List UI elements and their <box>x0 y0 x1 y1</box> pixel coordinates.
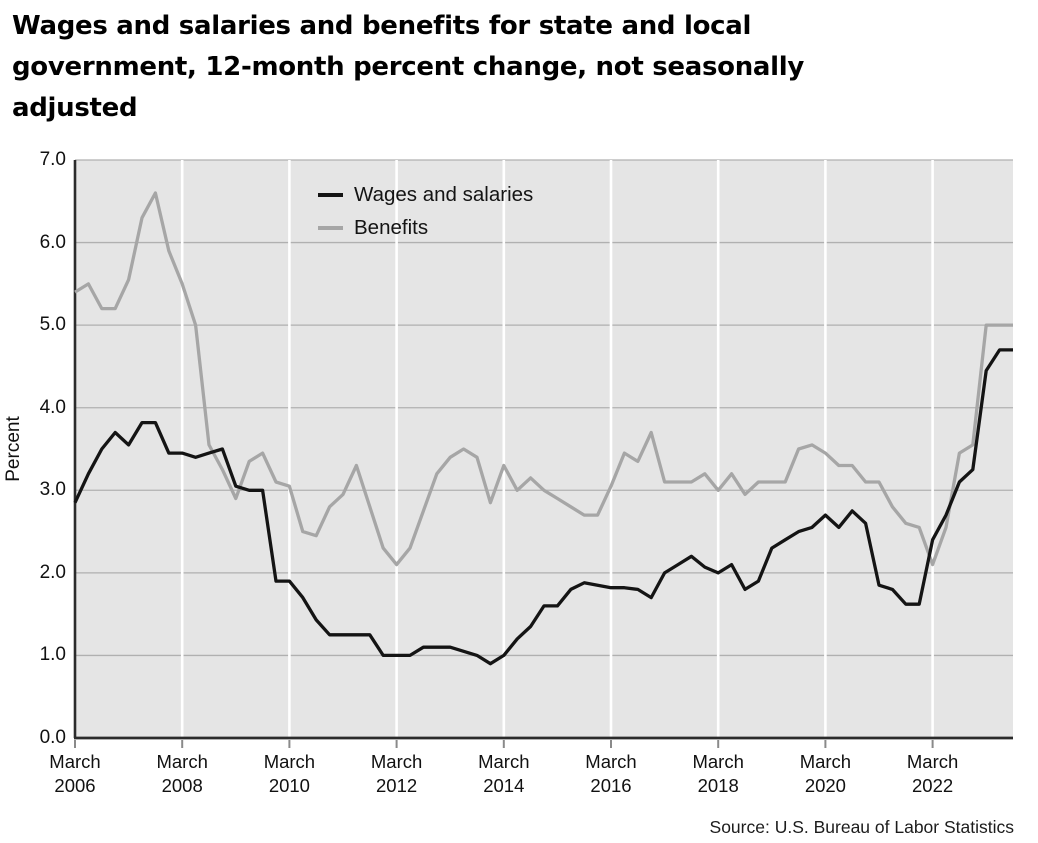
benefits-line <box>74 191 1013 567</box>
y-tick-label: 7.0 <box>39 149 66 170</box>
y-tick-label: 5.0 <box>39 314 66 336</box>
x-tick-label: March 2006 <box>27 750 123 798</box>
x-tick-year: 2010 <box>268 775 310 796</box>
x-tick-year: 2016 <box>590 775 632 796</box>
x-tick-month: March <box>263 751 316 772</box>
chart-title-line: government, 12-month percent change, not… <box>12 52 805 82</box>
wages-line <box>73 348 1013 666</box>
x-tick-label: March 2014 <box>456 750 552 798</box>
chart-title-line: Wages and salaries and benefits for stat… <box>12 11 752 41</box>
legend-label: Wages and salaries <box>354 182 534 206</box>
x-tick-label: March 2008 <box>134 750 230 798</box>
y-tick-label: 6.0 <box>39 231 66 253</box>
x-tick-month: March <box>799 751 852 772</box>
source-note: Source: U.S. Bureau of Labor Statistics <box>709 817 1014 837</box>
y-tick-label: 1.0 <box>39 644 66 666</box>
plot-background <box>75 160 1013 738</box>
y-tick-label: 0.0 <box>39 727 66 748</box>
y-tick-label: 2.0 <box>39 561 66 583</box>
x-tick-year: 2014 <box>483 775 525 796</box>
x-tick-month: March <box>478 751 530 772</box>
x-tick-month: March <box>370 751 423 772</box>
x-tick-year: 2008 <box>161 775 203 796</box>
x-tick-month: March <box>692 751 744 772</box>
x-tick-year: 2022 <box>912 775 954 796</box>
x-tick-label: March 2020 <box>777 750 873 798</box>
x-tick-year: 2018 <box>697 775 739 796</box>
legend-label: Benefits <box>354 215 429 239</box>
x-tick-label: March 2016 <box>563 750 659 798</box>
x-tick-label: March 2018 <box>670 750 766 798</box>
x-tick-month: March <box>156 751 208 772</box>
x-tick-label: March 2010 <box>241 750 337 798</box>
y-tick-label: 3.0 <box>39 479 66 501</box>
legend-item: Benefits <box>318 211 533 244</box>
legend: Wages and salaries Benefits <box>318 178 533 244</box>
x-tick-label: March 2022 <box>885 750 981 798</box>
x-tick-label: March 2012 <box>349 750 445 798</box>
legend-item: Wages and salaries <box>318 178 533 211</box>
legend-line-swatch <box>318 225 343 230</box>
x-tick-month: March <box>906 751 959 772</box>
x-tick-year: 2006 <box>54 775 96 796</box>
chart-title: Wages and salaries and benefits for stat… <box>12 6 812 129</box>
x-tick-year: 2020 <box>804 775 846 796</box>
legend-line-swatch <box>318 192 343 197</box>
chart-title-line: adjusted <box>12 93 138 123</box>
x-tick-year: 2012 <box>376 775 418 796</box>
y-tick-label: 4.0 <box>39 396 66 418</box>
x-tick-month: March <box>49 751 101 772</box>
x-tick-month: March <box>585 751 637 772</box>
